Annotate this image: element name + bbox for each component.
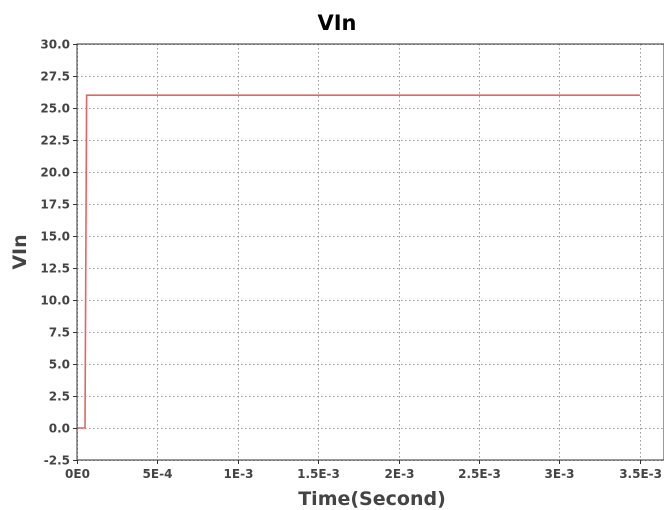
y-tick-label: 20.0 xyxy=(40,166,70,180)
x-tick-label: 2.5E-3 xyxy=(458,467,501,481)
y-tick-label: 12.5 xyxy=(40,262,70,276)
x-tick-label: 1E-3 xyxy=(224,467,254,481)
y-tick-label: -2.5 xyxy=(44,454,70,468)
x-axis-title: Time(Second) xyxy=(298,488,446,510)
y-tick-label: 10.0 xyxy=(40,294,70,308)
series-layer xyxy=(77,94,640,429)
y-tick-label: 25.0 xyxy=(40,102,70,116)
axes: 30.0 27.5 25.0 22.5 20.0 17.5 15.0 12.5 10.0 7.5 5… xyxy=(40,38,664,481)
y-tick-label: 5.0 xyxy=(49,358,70,372)
y-axis-title: VIn xyxy=(9,234,31,269)
x-tick-label: 0E0 xyxy=(65,467,90,481)
y-tick-label: 27.5 xyxy=(40,70,70,84)
y-tick-label: 17.5 xyxy=(40,198,70,212)
y-tick-label: 7.5 xyxy=(49,326,70,340)
grid xyxy=(77,44,664,461)
y-tick-label: 2.5 xyxy=(49,390,70,404)
series-line xyxy=(77,94,640,429)
y-tick-label: 15.0 xyxy=(40,230,70,244)
y-tick-label: 0.0 xyxy=(49,422,70,436)
y-tick-label: 22.5 xyxy=(40,134,70,148)
x-tick-label: 1.5E-3 xyxy=(297,467,340,481)
x-tick-label: 3.5E-3 xyxy=(619,467,662,481)
plot-frame xyxy=(76,43,664,461)
x-tick-label: 2E-3 xyxy=(385,467,415,481)
x-tick-label: 5E-4 xyxy=(143,467,173,481)
x-tick-label: 3E-3 xyxy=(545,467,575,481)
chart-title: VIn xyxy=(317,11,356,35)
y-tick-label: 30.0 xyxy=(40,38,70,52)
